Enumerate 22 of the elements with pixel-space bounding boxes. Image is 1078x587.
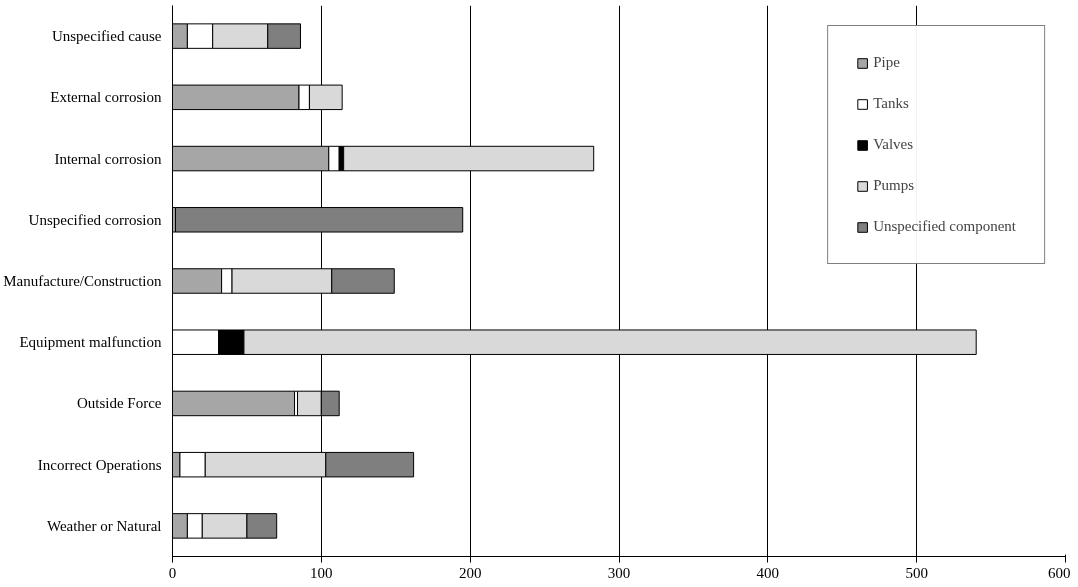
y-tick-label: Manufacture/Construction xyxy=(3,273,162,289)
x-tick-label: 200 xyxy=(458,564,482,581)
legend-label: Unspecified component xyxy=(873,218,1016,235)
legend-label: Valves xyxy=(873,136,914,153)
legend-label: Tanks xyxy=(873,95,909,112)
y-tick-label: Incorrect Operations xyxy=(37,456,162,473)
x-tick-label: 600 xyxy=(1048,564,1071,581)
y-tick-label: Unspecified corrosion xyxy=(28,211,162,228)
x-tick-label: 500 xyxy=(905,564,928,581)
y-tick-label: External corrosion xyxy=(50,89,162,106)
x-tick-label: 100 xyxy=(310,564,333,581)
x-tick-label: 400 xyxy=(756,564,780,581)
y-tick-label: Equipment malfunction xyxy=(19,334,162,351)
x-tick-label: 300 xyxy=(607,564,631,581)
legend-label: Pumps xyxy=(873,177,914,194)
bar xyxy=(343,145,595,172)
y-tick-label: Weather or Natural xyxy=(46,517,162,534)
y-tick-label: Outside Force xyxy=(76,395,162,412)
y-tick-label: Internal corrosion xyxy=(54,150,162,167)
legend-label: Pipe xyxy=(873,54,900,71)
x-tick-label: 0 xyxy=(168,564,177,581)
y-tick-label: Unspecified cause xyxy=(51,28,162,45)
